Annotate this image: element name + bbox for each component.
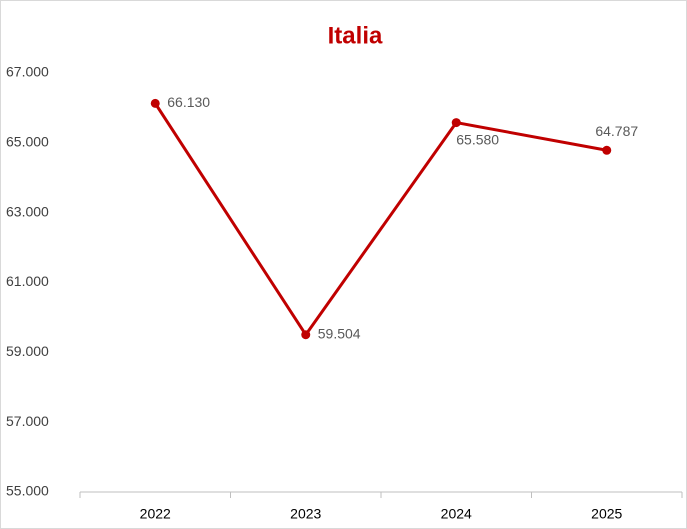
- value-label: 65.580: [456, 131, 499, 147]
- y-tick-label: 65.000: [6, 134, 49, 150]
- chart-title: Italia: [328, 22, 383, 49]
- y-tick-label: 61.000: [6, 273, 49, 289]
- point: [150, 98, 160, 108]
- x-tick-label: 2024: [441, 506, 472, 522]
- value-label: 64.787: [595, 123, 638, 139]
- point: [602, 145, 612, 155]
- value-label: 59.504: [318, 325, 361, 341]
- y-tick-label: 67.000: [6, 64, 49, 80]
- y-tick-label: 55.000: [6, 483, 49, 499]
- y-tick-label: 57.000: [6, 413, 49, 429]
- x-tick-label: 2025: [591, 506, 622, 522]
- x-tick-label: 2022: [140, 506, 171, 522]
- y-tick-label: 63.000: [6, 203, 49, 219]
- y-tick-label: 59.000: [6, 343, 49, 359]
- line: [153, 102, 608, 337]
- value-label: 66.130: [167, 94, 210, 110]
- point: [301, 330, 311, 340]
- x-tick-label: 2023: [290, 506, 321, 522]
- point: [451, 118, 461, 128]
